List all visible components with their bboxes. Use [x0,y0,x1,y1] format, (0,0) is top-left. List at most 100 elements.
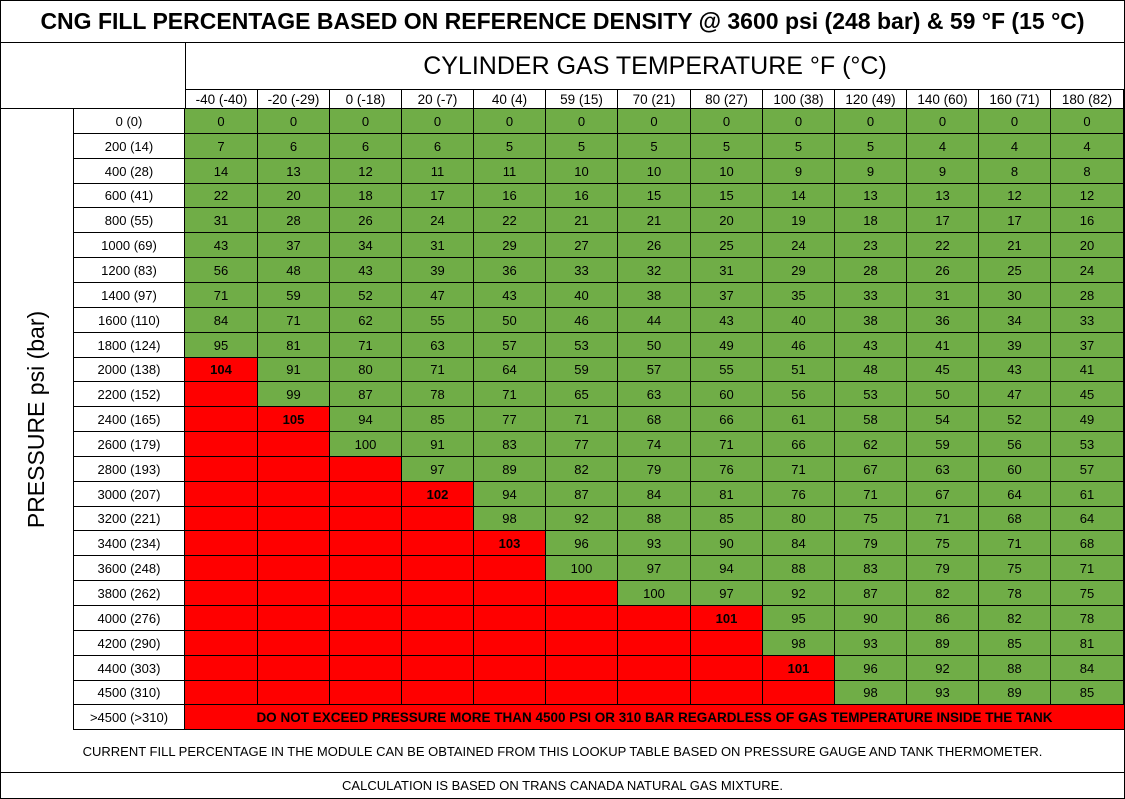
fill-value-cell: 9 [907,159,979,184]
fill-value-cell: 11 [402,159,474,184]
fill-value-cell: 71 [402,358,474,382]
fill-value-cell: 83 [474,432,546,457]
fill-value-cell: 96 [546,531,618,556]
fill-value-cell [618,681,691,705]
fill-value-cell: 12 [330,159,402,184]
fill-value-cell: 57 [618,358,691,382]
fill-value-cell: 51 [763,358,835,382]
fill-value-cell: 8 [1051,159,1124,184]
pressure-row-label: 400 (28) [74,159,185,184]
fill-value-cell: 20 [258,184,330,208]
fill-value-cell: 47 [402,283,474,308]
fill-value-cell: 16 [1051,208,1124,233]
fill-value-cell [402,507,474,531]
fill-value-cell: 84 [1051,656,1124,681]
fill-value-cell: 91 [402,432,474,457]
header-corner [1,43,185,109]
fill-value-cell: 32 [618,258,691,283]
fill-value-cell: 74 [618,432,691,457]
fill-value-cell: 98 [763,631,835,656]
fill-value-cell: 64 [1051,507,1124,531]
fill-value-cell: 5 [691,134,763,159]
fill-value-cell [258,482,330,507]
fill-value-cell: 71 [835,482,907,507]
fill-value-cell: 85 [691,507,763,531]
temperature-column-header: 40 (4) [474,90,546,109]
fill-value-cell: 63 [907,457,979,482]
fill-value-cell [258,457,330,482]
fill-value-cell: 82 [546,457,618,482]
fill-value-cell: 84 [618,482,691,507]
fill-value-cell: 82 [907,581,979,606]
pressure-row-label: 1400 (97) [74,283,185,308]
fill-value-cell: 10 [618,159,691,184]
fill-value-cell: 39 [979,333,1051,358]
fill-value-cell: 68 [618,407,691,432]
fill-value-cell: 4 [1051,134,1124,159]
fill-value-cell: 33 [835,283,907,308]
fill-value-cell: 100 [330,432,402,457]
fill-value-cell [258,606,330,631]
fill-value-cell: 38 [618,283,691,308]
fill-value-cell: 41 [907,333,979,358]
fill-value-cell [258,631,330,656]
fill-value-cell: 9 [835,159,907,184]
fill-value-cell: 26 [330,208,402,233]
fill-value-cell [402,656,474,681]
fill-value-cell: 93 [907,681,979,705]
fill-value-cell: 26 [618,233,691,258]
fill-value-cell: 0 [402,109,474,134]
fill-value-cell: 77 [474,407,546,432]
fill-value-cell [546,606,618,631]
fill-value-cell: 27 [546,233,618,258]
fill-value-cell: 78 [1051,606,1124,631]
fill-value-cell: 34 [330,233,402,258]
fill-value-cell [185,656,258,681]
fill-value-cell: 91 [258,358,330,382]
fill-value-cell: 34 [979,308,1051,333]
fill-value-cell: 66 [691,407,763,432]
fill-value-cell: 92 [763,581,835,606]
fill-value-cell: 21 [546,208,618,233]
fill-value-cell: 90 [691,531,763,556]
fill-value-cell: 26 [907,258,979,283]
fill-value-cell: 46 [546,308,618,333]
pressure-axis-text: PRESSURE psi (bar) [23,310,50,529]
fill-value-cell: 20 [1051,233,1124,258]
fill-value-cell [618,656,691,681]
fill-value-cell: 10 [691,159,763,184]
fill-value-cell: 5 [546,134,618,159]
fill-value-cell: 88 [618,507,691,531]
fill-value-cell: 80 [763,507,835,531]
fill-value-cell: 71 [330,333,402,358]
fill-value-cell: 24 [1051,258,1124,283]
fill-value-cell: 0 [258,109,330,134]
fill-value-cell: 43 [330,258,402,283]
pressure-row-label: 2400 (165) [74,407,185,432]
fill-value-cell: 0 [763,109,835,134]
fill-value-cell: 101 [763,656,835,681]
fill-value-cell: 87 [835,581,907,606]
fill-value-cell: 21 [618,208,691,233]
fill-value-cell: 13 [258,159,330,184]
fill-value-cell: 95 [185,333,258,358]
fill-value-cell: 89 [907,631,979,656]
fill-value-cell [185,432,258,457]
fill-value-cell: 43 [835,333,907,358]
pressure-row-label: 1200 (83) [74,258,185,283]
temperature-column-header: -40 (-40) [185,90,258,109]
fill-value-cell: 97 [402,457,474,482]
fill-value-cell [185,531,258,556]
fill-value-cell: 94 [691,556,763,581]
fill-value-cell: 24 [763,233,835,258]
fill-value-cell: 84 [763,531,835,556]
fill-value-cell: 38 [835,308,907,333]
fill-value-cell: 49 [691,333,763,358]
fill-value-cell: 75 [835,507,907,531]
fill-value-cell: 77 [546,432,618,457]
fill-value-cell: 43 [691,308,763,333]
pressure-row-label: 2800 (193) [74,457,185,482]
fill-value-cell: 0 [185,109,258,134]
fill-value-cell [185,482,258,507]
fill-value-cell: 24 [402,208,474,233]
